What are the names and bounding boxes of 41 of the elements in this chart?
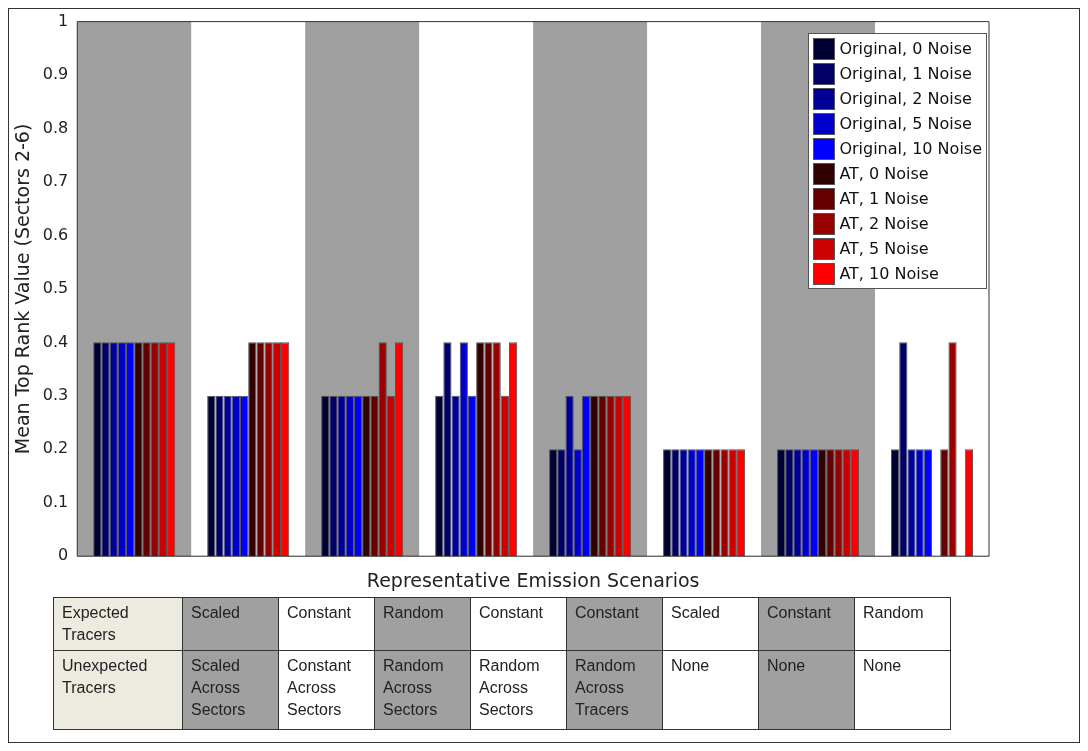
text: Constant — [758, 597, 855, 651]
y-tick-label: 0.2 — [42, 438, 69, 458]
text: Constant — [278, 597, 375, 651]
y-tick-label: 0.8 — [42, 117, 69, 137]
legend-label: AT, 10 Noise — [839, 264, 939, 283]
text: None — [662, 650, 759, 730]
text: Constant — [566, 597, 663, 651]
text: Random Across Tracers — [566, 650, 663, 730]
legend-label: Original, 10 Noise — [839, 139, 982, 158]
y-tick-label: 0.7 — [42, 171, 69, 191]
text: Expected Tracers — [53, 597, 183, 651]
text: Random — [854, 597, 951, 651]
legend-label: Original, 5 Noise — [839, 114, 972, 133]
text: Constant Across Sectors — [278, 650, 375, 730]
legend-label: AT, 2 Noise — [839, 214, 929, 233]
legend-label: AT, 0 Noise — [839, 164, 929, 183]
text: Scaled — [662, 597, 759, 651]
text: None — [758, 650, 855, 730]
text: Random — [374, 597, 471, 651]
legend-label: Original, 1 Noise — [839, 64, 972, 83]
text: Unexpected Tracers — [53, 650, 183, 730]
text: Scaled Across Sectors — [182, 650, 279, 730]
legend-label: AT, 1 Noise — [839, 189, 929, 208]
y-axis-title: Mean Top Rank Value (Sectors 2-6) — [11, 123, 34, 455]
text: Random Across Sectors — [374, 650, 471, 730]
y-tick-label: 0 — [58, 545, 69, 565]
y-tick-label: 0.5 — [42, 278, 69, 298]
legend-label: Original, 2 Noise — [839, 89, 972, 108]
text: Constant — [470, 597, 567, 651]
x-axis-title: Representative Emission Scenarios — [366, 568, 700, 591]
text: None — [854, 650, 951, 730]
legend-label: AT, 5 Noise — [839, 239, 929, 258]
text: Random Across Sectors — [470, 650, 567, 730]
y-tick-label: 0.6 — [42, 224, 69, 244]
legend-label: Original, 0 Noise — [839, 39, 972, 58]
y-tick-label: 0.4 — [42, 331, 69, 351]
y-tick-label: 1 — [58, 10, 69, 30]
y-tick-label: 0.1 — [42, 491, 69, 511]
y-tick-label: 0.3 — [42, 384, 69, 404]
text: Scaled — [182, 597, 279, 651]
y-tick-label: 0.9 — [42, 64, 69, 84]
